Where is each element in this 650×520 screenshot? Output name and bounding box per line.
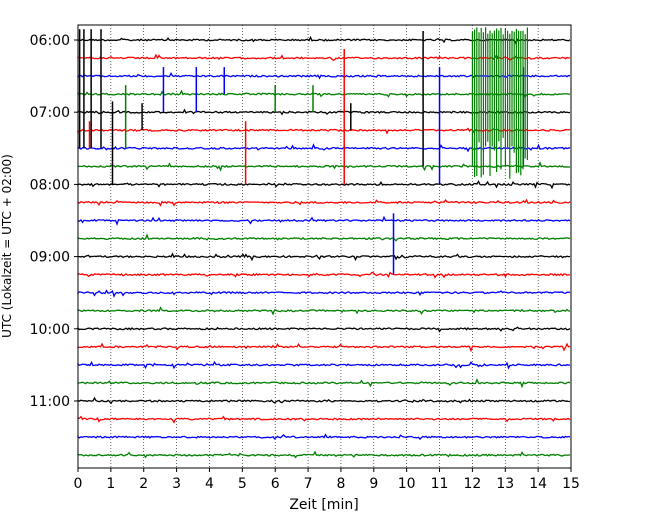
x-tick-label: 3 — [172, 476, 181, 492]
seismogram-trace — [77, 378, 571, 389]
x-axis-label: Zeit [min] — [289, 497, 358, 513]
x-tick-label: 0 — [74, 476, 83, 492]
x-tick-label: 6 — [271, 476, 280, 492]
y-tick-label: 06:00 — [30, 33, 70, 49]
x-tick-label: 4 — [205, 476, 214, 492]
x-tick-label: 12 — [463, 476, 481, 492]
y-tick-label: 08:00 — [30, 177, 70, 193]
x-tick-label: 14 — [529, 476, 547, 492]
trace-lines — [77, 35, 571, 459]
y-axis-label: UTC (Lokalzeit = UTC + 02:00) — [0, 154, 14, 338]
plot-frame — [77, 24, 572, 469]
seismogram-trace — [77, 233, 571, 242]
seismogram-trace — [77, 215, 571, 226]
seismogram-trace — [77, 415, 571, 424]
seismic-events — [78, 27, 528, 275]
seismogram-trace — [77, 306, 571, 316]
seismogram-trace — [77, 342, 571, 353]
seismogram-trace — [77, 179, 571, 190]
seismogram-trace — [77, 396, 571, 405]
seismogram-trace — [77, 360, 571, 370]
y-axis-ticks: 06:00 07:00 08:00 09:00 10:00 11:00 — [30, 33, 78, 410]
x-tick-label: 13 — [496, 476, 514, 492]
x-tick-label: 2 — [139, 476, 148, 492]
y-tick-label: 07:00 — [30, 105, 70, 121]
seismogram-trace — [77, 289, 571, 298]
x-tick-label: 11 — [431, 476, 449, 492]
y-tick-label: 10:00 — [30, 322, 70, 338]
noise-burst — [471, 27, 528, 179]
grid-lines — [110, 25, 539, 468]
seismogram-trace — [77, 271, 571, 279]
seismogram-trace — [77, 326, 571, 333]
seismogram-trace — [77, 450, 571, 459]
x-tick-label: 8 — [336, 476, 345, 492]
x-tick-label: 7 — [304, 476, 313, 492]
seismogram-trace — [77, 143, 571, 153]
seismogram-trace — [77, 252, 571, 262]
seismogram-trace — [77, 161, 571, 172]
x-tick-label: 10 — [398, 476, 416, 492]
x-tick-label: 15 — [562, 476, 580, 492]
x-tick-label: 5 — [238, 476, 247, 492]
seismogram-trace — [77, 198, 571, 207]
x-tick-label: 1 — [106, 476, 115, 492]
y-tick-label: 09:00 — [30, 250, 70, 266]
x-axis-ticks: 0 1 2 3 4 5 6 7 8 9 10 11 12 13 14 15 — [74, 468, 580, 492]
x-tick-label: 9 — [369, 476, 378, 492]
seismogram-trace — [77, 433, 571, 441]
y-tick-label: 11:00 — [30, 394, 70, 410]
